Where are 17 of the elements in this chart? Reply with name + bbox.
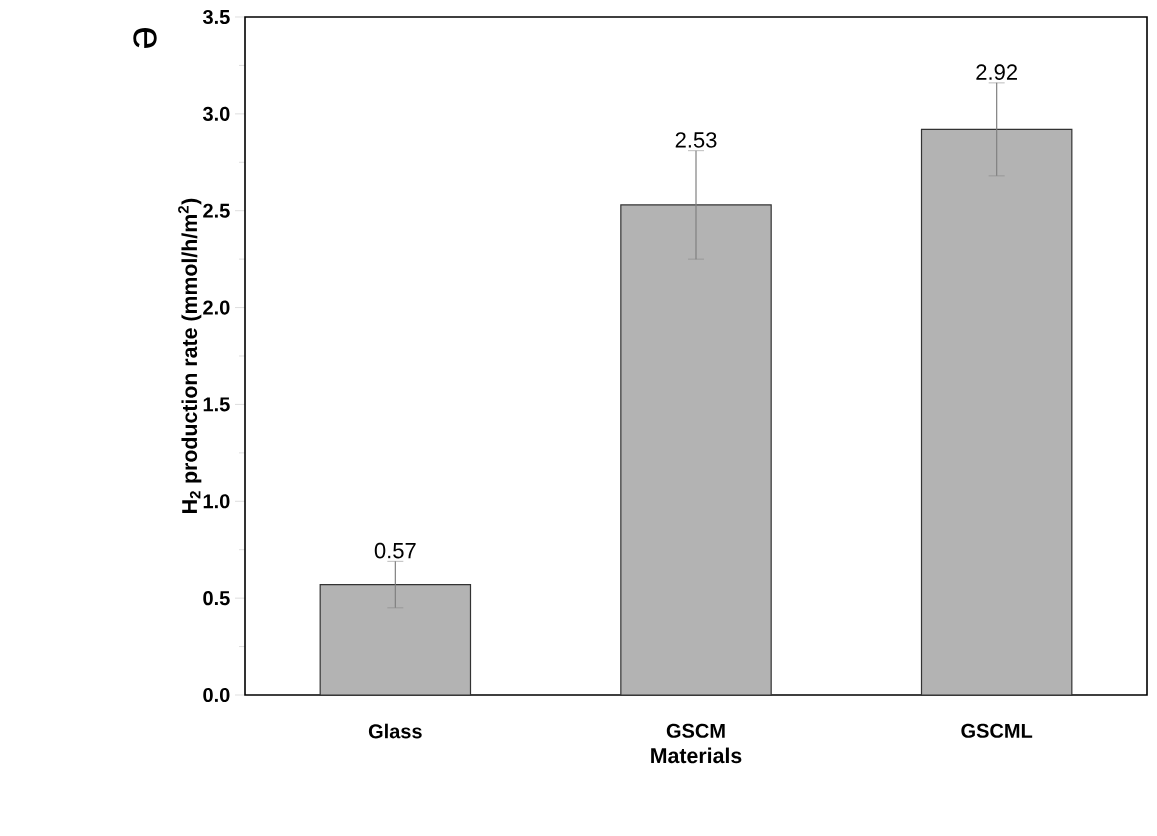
y-tick-label: 1.0: [203, 494, 230, 509]
data-label: 2.92: [976, 64, 1017, 80]
y-tick-label: 1.5: [203, 397, 230, 412]
x-axis-title: Materials: [651, 747, 742, 764]
data-label: 2.53: [675, 132, 717, 148]
y-tick-label: 3.5: [202, 9, 230, 25]
text: e: [133, 27, 157, 48]
y-tick-label: 3.0: [202, 106, 230, 121]
x-tick-label: Glass: [368, 723, 422, 739]
x-tick-label: GSCML: [961, 723, 1033, 738]
data-label: 0.57: [374, 542, 416, 559]
y-tick-label: 0.5: [203, 591, 230, 606]
y-tick-label: 2.0: [203, 300, 230, 315]
y-tick-label: 2.5: [203, 203, 230, 218]
y-tick-label: 0.0: [203, 687, 230, 703]
y-axis-title: H$_{2}$ production rate (mmol/h/m$^{2}$): [178, 198, 202, 513]
x-tick-label: GSCM: [666, 723, 725, 738]
